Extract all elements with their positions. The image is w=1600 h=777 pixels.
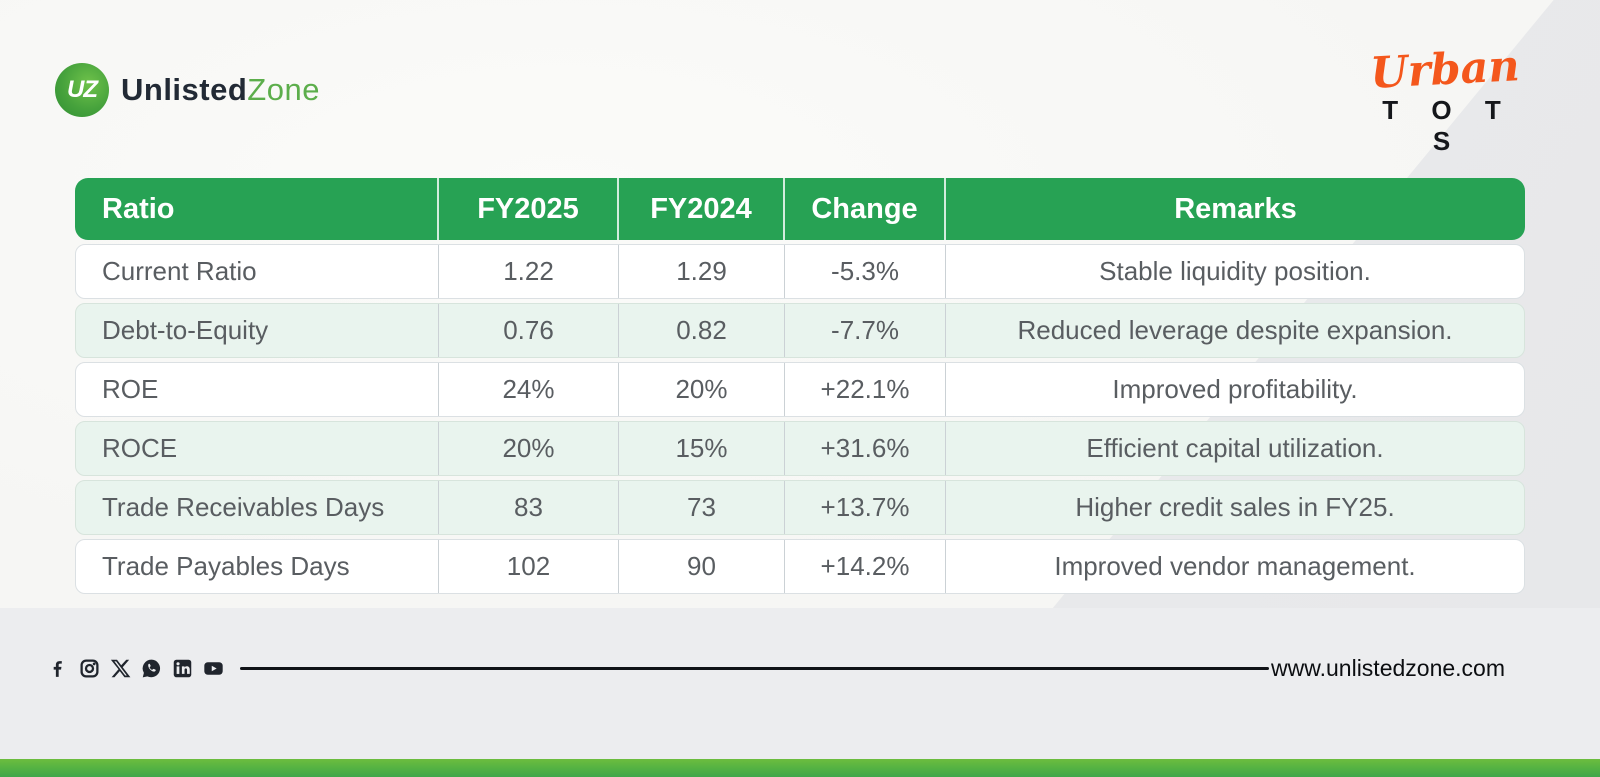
- cell-ratio: ROCE: [102, 433, 178, 463]
- cell-ratio: Current Ratio: [102, 256, 257, 286]
- column-header-fy2025: FY2025: [437, 178, 617, 240]
- table-body: Current Ratio 1.22 1.29 -5.3% Stable liquidi…: [75, 244, 1525, 594]
- x-icon[interactable]: [110, 658, 131, 679]
- cell-remarks: Stable liquidity position.: [945, 245, 1524, 298]
- cell-remarks: Higher credit sales in FY25.: [945, 481, 1524, 534]
- whatsapp-icon[interactable]: [141, 658, 162, 679]
- brand-name-primary: Unlisted: [121, 72, 248, 107]
- table-row: Debt-to-Equity 0.76 0.82 -7.7% Reduced lever…: [75, 303, 1525, 358]
- cell-fy2024: 73: [618, 481, 784, 534]
- footer-background-band: [0, 608, 1600, 777]
- unlistedzone-wordmark: Unlisted Zone: [121, 72, 320, 108]
- cell-ratio: Trade Payables Days: [102, 551, 350, 581]
- cell-ratio: ROE: [102, 374, 159, 404]
- column-header-change: Change: [783, 178, 944, 240]
- cell-ratio: Debt-to-Equity: [102, 315, 269, 345]
- footer-divider-line: [240, 666, 1270, 670]
- cell-ratio: Trade Receivables Days: [102, 492, 385, 522]
- cell-change: +22.1%: [784, 363, 945, 416]
- column-header-ratio: Ratio: [102, 192, 175, 225]
- bottom-accent-bar: [0, 759, 1600, 777]
- cell-fy2024: 20%: [618, 363, 784, 416]
- table-row: ROE 24% 20% +22.1% Improved profitability.: [75, 362, 1525, 417]
- brand-name-secondary: Zone: [247, 72, 320, 107]
- cell-remarks: Efficient capital utilization.: [945, 422, 1524, 475]
- cell-fy2025: 83: [438, 481, 618, 534]
- urban-tots-letters: T O T S: [1382, 95, 1514, 157]
- table-row: ROCE 20% 15% +31.6% Efficient capital utiliz…: [75, 421, 1525, 476]
- cell-fy2024: 1.29: [618, 245, 784, 298]
- cell-fy2024: 15%: [618, 422, 784, 475]
- linkedin-icon[interactable]: [172, 658, 193, 679]
- cell-fy2025: 0.76: [438, 304, 618, 357]
- facebook-icon[interactable]: [48, 658, 69, 679]
- youtube-icon[interactable]: [203, 658, 224, 679]
- cell-change: +14.2%: [784, 540, 945, 593]
- footer-strip: www.unlistedzone.com: [48, 655, 1505, 681]
- urban-tots-script: Urban: [1369, 41, 1521, 99]
- table-row: Current Ratio 1.22 1.29 -5.3% Stable liquidi…: [75, 244, 1525, 299]
- cell-fy2025: 20%: [438, 422, 618, 475]
- table-row: Trade Receivables Days 83 73 +13.7% Higher c…: [75, 480, 1525, 535]
- table-row: Trade Payables Days 102 90 +14.2% Improved v…: [75, 539, 1525, 594]
- unlistedzone-logo: UZ Unlisted Zone: [55, 63, 320, 117]
- urban-tots-logo: Urban T O T S: [1360, 41, 1530, 157]
- cell-change: -7.7%: [784, 304, 945, 357]
- cell-remarks: Reduced leverage despite expansion.: [945, 304, 1524, 357]
- cell-fy2025: 1.22: [438, 245, 618, 298]
- cell-fy2024: 90: [618, 540, 784, 593]
- cell-fy2025: 24%: [438, 363, 618, 416]
- cell-change: +13.7%: [784, 481, 945, 534]
- cell-remarks: Improved vendor management.: [945, 540, 1524, 593]
- social-icons: [48, 658, 224, 679]
- table-header-row: Ratio FY2025 FY2024 Change Remarks: [75, 178, 1525, 240]
- column-header-fy2024: FY2024: [617, 178, 783, 240]
- financial-ratio-table: Ratio FY2025 FY2024 Change Remarks Curre…: [75, 178, 1525, 598]
- instagram-icon[interactable]: [79, 658, 100, 679]
- column-header-remarks: Remarks: [944, 178, 1525, 240]
- cell-fy2025: 102: [438, 540, 618, 593]
- cell-change: -5.3%: [784, 245, 945, 298]
- cell-change: +31.6%: [784, 422, 945, 475]
- cell-fy2024: 0.82: [618, 304, 784, 357]
- unlistedzone-monogram-icon: UZ: [55, 63, 109, 117]
- cell-remarks: Improved profitability.: [945, 363, 1524, 416]
- header-bar: UZ Unlisted Zone Urban T O T S: [0, 0, 1600, 156]
- website-url[interactable]: www.unlistedzone.com: [1271, 654, 1505, 681]
